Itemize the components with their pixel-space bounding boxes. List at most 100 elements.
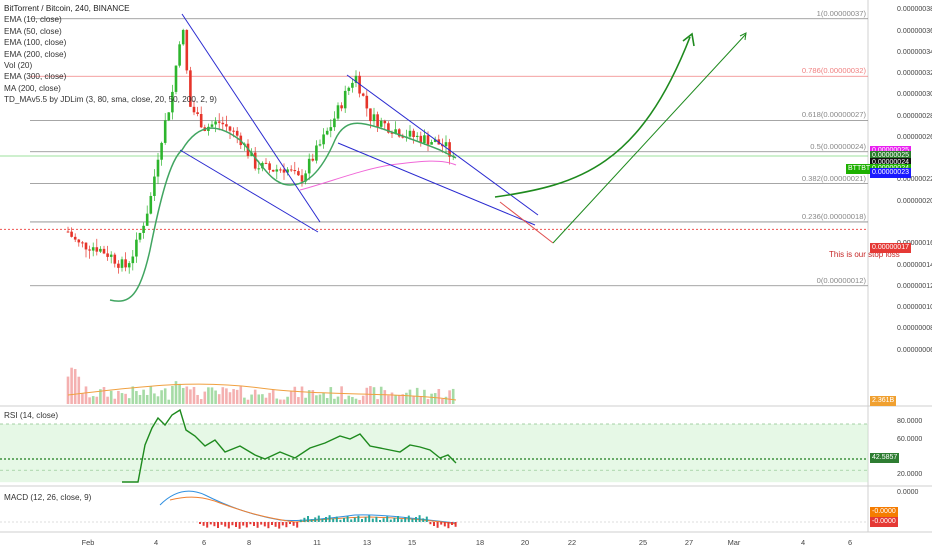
macd-histogram-bar xyxy=(325,517,327,522)
macd-histogram-bar xyxy=(321,518,324,522)
candle-body xyxy=(340,105,343,109)
macd-pane xyxy=(0,490,868,529)
volume-bar xyxy=(343,399,347,404)
candle-body xyxy=(315,145,318,161)
volume-bar xyxy=(365,387,369,404)
volume-bar xyxy=(390,392,394,404)
projection-arrowhead-1 xyxy=(682,32,695,47)
candle-body xyxy=(160,142,163,160)
stop-loss-tag: 0.00000017 xyxy=(870,243,911,253)
volume-bar xyxy=(315,395,318,404)
volume-bar xyxy=(286,396,289,404)
candle-body xyxy=(171,91,174,113)
candle-body xyxy=(275,169,279,172)
volume-bar xyxy=(369,386,372,404)
macd-tag-1: -0.0000 xyxy=(870,507,898,517)
volume-bar xyxy=(347,395,351,404)
candle-body xyxy=(379,120,383,127)
projection-arrow-curve xyxy=(494,36,691,198)
candle-body xyxy=(351,82,354,88)
volume-bar xyxy=(221,387,225,404)
macd-histogram-bar xyxy=(278,522,281,529)
volume-bar xyxy=(394,395,397,404)
volume-bar xyxy=(81,393,84,404)
legend-ema200[interactable]: EMA (200, close) xyxy=(4,49,67,59)
legend-ema100[interactable]: EMA (100, close) xyxy=(4,38,67,48)
volume-bar xyxy=(275,398,279,404)
wedge-line-1b xyxy=(179,149,319,233)
candle-body xyxy=(397,129,401,137)
candle-body xyxy=(365,95,369,109)
candle-body xyxy=(336,105,340,119)
volume-bar xyxy=(73,369,77,404)
volume-bar xyxy=(257,394,261,404)
candle-body xyxy=(221,122,225,125)
fib-label: 0.618(0.00000027) xyxy=(801,110,866,120)
volume-bar xyxy=(300,386,304,404)
volume-bar xyxy=(84,386,88,404)
volume-bar xyxy=(318,394,322,404)
legend-ema50[interactable]: EMA (50, close) xyxy=(4,26,62,36)
candle-body xyxy=(383,120,387,124)
volume-bar xyxy=(351,396,354,404)
candle-body xyxy=(347,87,351,91)
price-tick-label: 0.00000016 xyxy=(897,240,932,248)
legend-vol[interactable]: Vol (20) xyxy=(4,61,33,71)
volume-bar xyxy=(387,395,390,404)
volume-bar xyxy=(214,390,217,404)
volume-bar xyxy=(232,389,235,404)
volume-bar xyxy=(250,394,253,404)
volume-bar xyxy=(160,390,163,404)
macd-histogram-bar xyxy=(299,519,302,522)
legend-ema300[interactable]: EMA (300, close) xyxy=(4,72,67,82)
volume-bar xyxy=(304,397,307,404)
candle-body xyxy=(318,144,322,146)
candle-body xyxy=(210,124,214,127)
macd-histogram-bar xyxy=(418,515,421,522)
candle-body xyxy=(135,239,138,257)
macd-histogram-bar xyxy=(310,519,313,522)
macd-histogram-bar xyxy=(429,522,432,525)
candle-body xyxy=(354,75,358,83)
volume-bar xyxy=(246,399,250,404)
wedge-line-2b xyxy=(337,142,536,226)
fib-label: 0(0.00000012) xyxy=(816,275,866,285)
date-label: 27 xyxy=(684,538,694,547)
volume-bar xyxy=(264,397,268,404)
candle-body xyxy=(300,175,304,182)
candle-body xyxy=(448,142,451,157)
rsi-level-80: 80.0000 xyxy=(897,418,923,425)
price-tick-label: 0.00000020 xyxy=(897,197,932,205)
price-tick-label: 0.00000014 xyxy=(897,261,932,269)
candle-body xyxy=(192,106,196,113)
candle-body xyxy=(279,169,282,171)
candle-body xyxy=(401,136,405,138)
macd-histogram-bar xyxy=(317,515,320,522)
price-tag: 0.00000023 xyxy=(870,168,911,179)
candle-body xyxy=(77,239,81,243)
stop-loss-note: This is our stop loss xyxy=(829,250,900,259)
macd-histogram-bar xyxy=(213,522,216,527)
rsi-level-60: 60.0000 xyxy=(897,436,923,443)
volume-bar xyxy=(419,396,423,404)
legend-ma200[interactable]: MA (200, close) xyxy=(4,83,61,93)
macd-histogram-bar xyxy=(400,519,403,522)
macd-histogram-bar xyxy=(303,517,306,522)
legend-td-ma[interactable]: TD_MAv5.5 by JDLim (3, 80, sma, close, 2… xyxy=(4,95,217,105)
candle-body xyxy=(81,242,84,244)
candle-body xyxy=(127,263,131,268)
macd-histogram-bar xyxy=(454,522,457,527)
volume-bar xyxy=(261,394,264,404)
macd-histogram-bar xyxy=(433,522,435,526)
legend-ema10[interactable]: EMA (10, close) xyxy=(4,15,62,25)
macd-title[interactable]: MACD (12, 26, close, 9) xyxy=(4,493,92,502)
rsi-title[interactable]: RSI (14, close) xyxy=(4,411,59,420)
date-label: Feb xyxy=(81,538,95,547)
macd-histogram-bar xyxy=(447,522,450,529)
candle-body xyxy=(369,108,372,122)
candle-body xyxy=(325,130,329,135)
legend-symbol[interactable]: BitTorrent / Bitcoin, 240, BINANCE xyxy=(4,4,130,13)
macd-histogram-bar xyxy=(253,522,255,526)
rsi-value-tag: 42.5857 xyxy=(870,453,900,463)
